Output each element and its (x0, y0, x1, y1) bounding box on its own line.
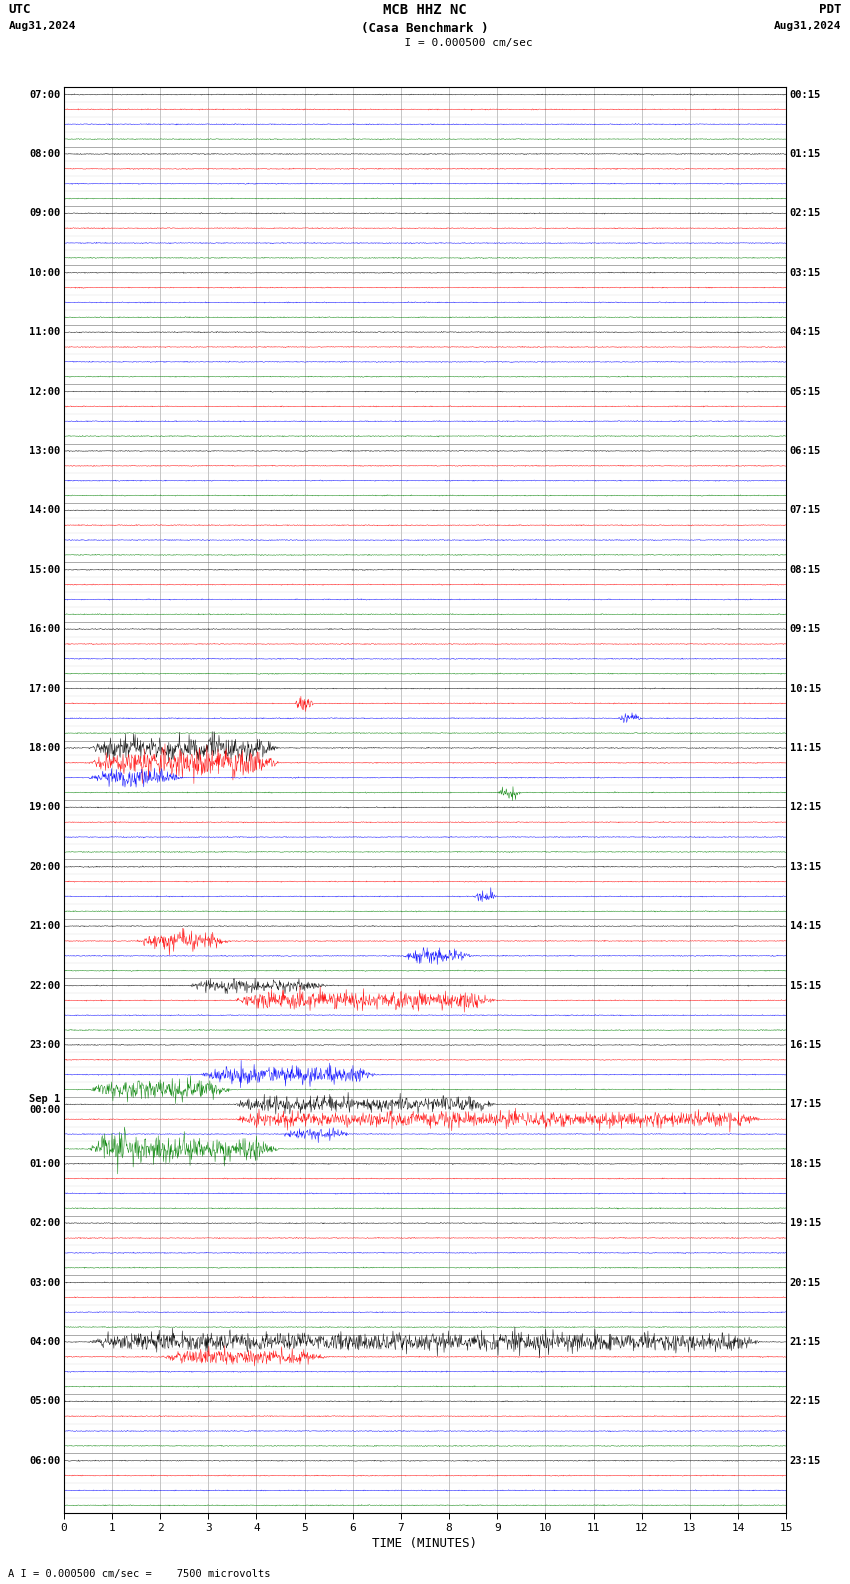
Text: 20:00: 20:00 (29, 862, 60, 871)
Text: 04:00: 04:00 (29, 1337, 60, 1346)
Text: Aug31,2024: Aug31,2024 (8, 21, 76, 30)
Text: 16:00: 16:00 (29, 624, 60, 634)
Text: 05:00: 05:00 (29, 1397, 60, 1407)
Text: 15:15: 15:15 (790, 980, 821, 990)
Text: 15:00: 15:00 (29, 565, 60, 575)
Text: 18:15: 18:15 (790, 1159, 821, 1169)
Text: I = 0.000500 cm/sec: I = 0.000500 cm/sec (391, 38, 533, 48)
Text: 12:00: 12:00 (29, 386, 60, 396)
Text: 21:15: 21:15 (790, 1337, 821, 1346)
Text: (Casa Benchmark ): (Casa Benchmark ) (361, 22, 489, 35)
Text: 02:00: 02:00 (29, 1218, 60, 1228)
Text: 11:15: 11:15 (790, 743, 821, 752)
Text: 13:00: 13:00 (29, 447, 60, 456)
Text: 22:00: 22:00 (29, 980, 60, 990)
Text: 01:15: 01:15 (790, 149, 821, 158)
Text: 19:15: 19:15 (790, 1218, 821, 1228)
Text: 10:15: 10:15 (790, 684, 821, 694)
Text: Aug31,2024: Aug31,2024 (774, 21, 842, 30)
Text: 16:15: 16:15 (790, 1041, 821, 1050)
X-axis label: TIME (MINUTES): TIME (MINUTES) (372, 1538, 478, 1551)
Text: 11:00: 11:00 (29, 328, 60, 337)
Text: Sep 1
00:00: Sep 1 00:00 (29, 1093, 60, 1115)
Text: A I = 0.000500 cm/sec =    7500 microvolts: A I = 0.000500 cm/sec = 7500 microvolts (8, 1570, 271, 1579)
Text: UTC: UTC (8, 3, 31, 16)
Text: 20:15: 20:15 (790, 1278, 821, 1288)
Text: 19:00: 19:00 (29, 803, 60, 813)
Text: 14:00: 14:00 (29, 505, 60, 515)
Text: 10:00: 10:00 (29, 268, 60, 277)
Text: 07:00: 07:00 (29, 90, 60, 100)
Text: 04:15: 04:15 (790, 328, 821, 337)
Text: 18:00: 18:00 (29, 743, 60, 752)
Text: 23:15: 23:15 (790, 1456, 821, 1465)
Text: 23:00: 23:00 (29, 1041, 60, 1050)
Text: 08:00: 08:00 (29, 149, 60, 158)
Text: 08:15: 08:15 (790, 565, 821, 575)
Text: 03:00: 03:00 (29, 1278, 60, 1288)
Text: 09:00: 09:00 (29, 209, 60, 219)
Text: 22:15: 22:15 (790, 1397, 821, 1407)
Text: 17:15: 17:15 (790, 1099, 821, 1109)
Text: MCB HHZ NC: MCB HHZ NC (383, 3, 467, 17)
Text: 13:15: 13:15 (790, 862, 821, 871)
Text: 06:15: 06:15 (790, 447, 821, 456)
Text: 02:15: 02:15 (790, 209, 821, 219)
Text: 21:00: 21:00 (29, 922, 60, 931)
Text: 12:15: 12:15 (790, 803, 821, 813)
Text: PDT: PDT (819, 3, 842, 16)
Text: 09:15: 09:15 (790, 624, 821, 634)
Text: 14:15: 14:15 (790, 922, 821, 931)
Text: 01:00: 01:00 (29, 1159, 60, 1169)
Text: 00:15: 00:15 (790, 90, 821, 100)
Text: 03:15: 03:15 (790, 268, 821, 277)
Text: 07:15: 07:15 (790, 505, 821, 515)
Text: 17:00: 17:00 (29, 684, 60, 694)
Text: 05:15: 05:15 (790, 386, 821, 396)
Text: 06:00: 06:00 (29, 1456, 60, 1465)
